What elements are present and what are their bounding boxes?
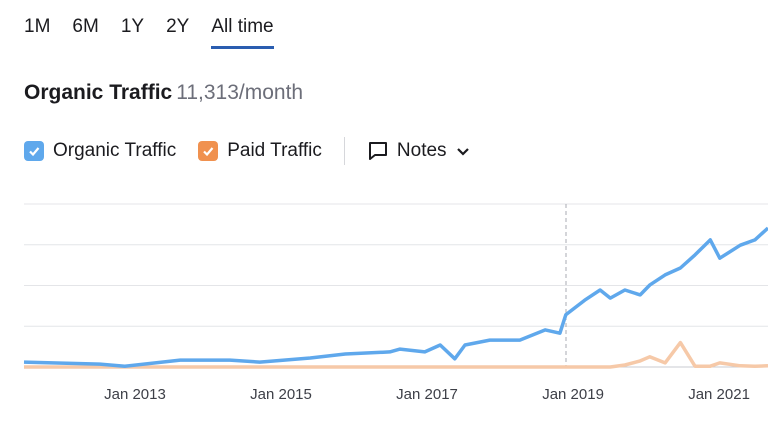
x-tick-label: Jan 2013 <box>104 386 166 403</box>
check-icon <box>203 147 214 157</box>
x-tick-label: Jan 2021 <box>688 386 750 403</box>
range-tabs: 1M 6M 1Y 2Y All time <box>24 16 296 49</box>
series-line <box>24 340 768 369</box>
legend-label: Organic Traffic <box>53 140 177 161</box>
header-title: Organic Traffic <box>24 81 173 104</box>
x-tick-label: Jan 2019 <box>542 386 604 403</box>
tab[interactable]: 1Y <box>120 16 145 37</box>
checkbox[interactable] <box>198 141 219 161</box>
checkbox[interactable] <box>24 141 44 161</box>
tab[interactable]: 1M <box>24 16 51 37</box>
notes-button[interactable]: Notes <box>367 140 471 162</box>
series-line <box>23 226 768 368</box>
legend-item[interactable]: Paid Traffic <box>198 140 322 162</box>
separator <box>343 137 345 165</box>
x-tick-label: Jan 2017 <box>396 386 458 403</box>
chart: Jan 2013 Jan 2015 Jan 2017 Jan 2019 Jan 2021 <box>23 203 768 403</box>
chevron-icon <box>456 148 469 156</box>
legend-label: Paid Traffic <box>227 140 322 161</box>
legend-item[interactable]: Organic Traffic <box>24 140 176 162</box>
notes-label: Notes <box>396 140 447 161</box>
header: Organic Traffic 11,313/month <box>24 81 303 105</box>
x-tick-label: Jan 2015 <box>250 386 312 403</box>
check-icon <box>29 147 40 157</box>
tab-active[interactable]: All time <box>211 16 274 49</box>
header-value: 11,313/month <box>176 81 304 104</box>
tab[interactable]: 2Y <box>166 16 190 37</box>
tab[interactable]: 6M <box>72 16 99 37</box>
legend: Organic Traffic Paid Traffic Notes <box>24 137 493 165</box>
notes-icon <box>368 142 387 160</box>
